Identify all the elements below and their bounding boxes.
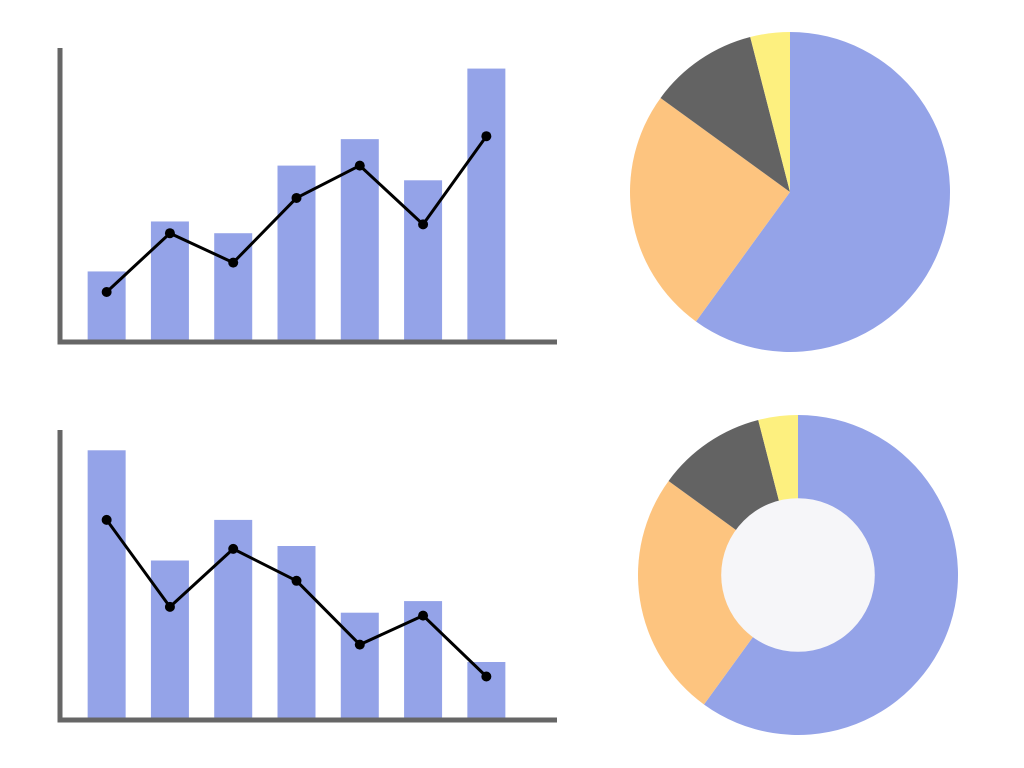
line-point [481, 671, 492, 682]
line-point [481, 131, 492, 142]
line-point [291, 192, 302, 203]
pie-slice [695, 32, 950, 352]
axis [57, 48, 557, 345]
line-point [101, 514, 112, 525]
line-point [228, 543, 239, 554]
bar [87, 271, 126, 342]
pie-slice [660, 37, 790, 192]
bar [87, 450, 126, 720]
bar [340, 612, 379, 720]
line-point [164, 601, 175, 612]
pie-slice [629, 97, 790, 322]
line-point [354, 160, 365, 171]
bar [150, 560, 189, 720]
bar [467, 662, 506, 720]
line-point [164, 228, 175, 239]
pie-slice [637, 480, 798, 705]
bar [467, 68, 506, 342]
line-point [101, 287, 112, 298]
bar [277, 546, 316, 720]
pie-slice [750, 32, 790, 192]
bar [150, 221, 189, 342]
line-point [291, 575, 302, 586]
donut-hole [721, 498, 875, 652]
line-point [418, 610, 429, 621]
line-point [418, 219, 429, 230]
line-point [354, 639, 365, 650]
line-point [228, 257, 239, 268]
axis [57, 430, 557, 723]
